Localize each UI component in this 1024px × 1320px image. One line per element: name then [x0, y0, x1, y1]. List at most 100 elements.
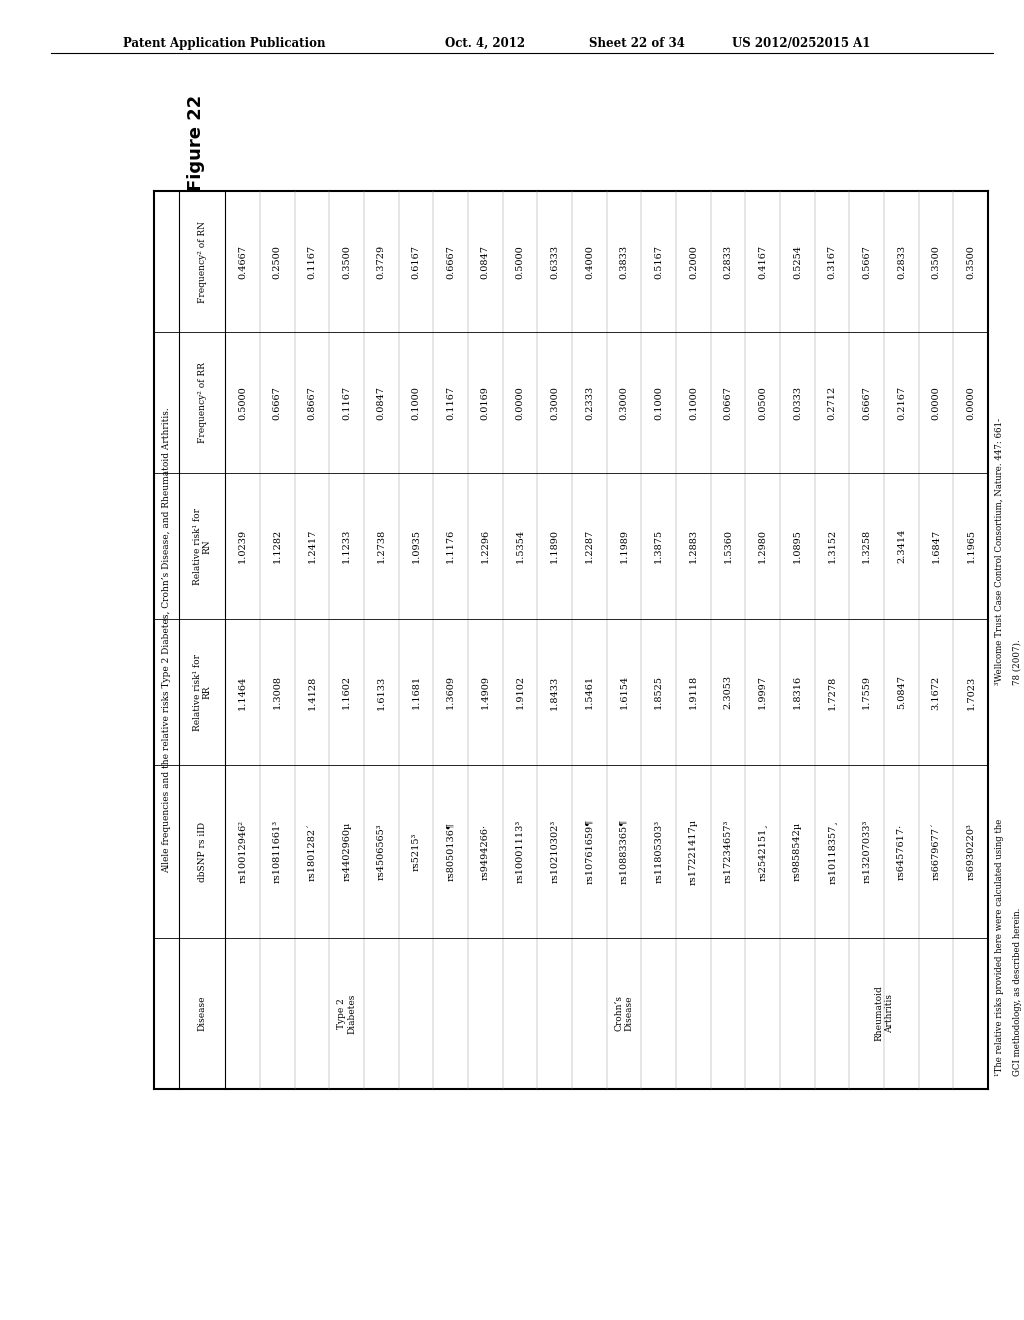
Text: rs1801282´: rs1801282´	[307, 822, 316, 880]
Text: 0.2833: 0.2833	[897, 244, 906, 279]
Text: 0.3000: 0.3000	[550, 385, 559, 420]
Text: 0.5254: 0.5254	[793, 244, 802, 279]
Text: 1.2980: 1.2980	[758, 529, 767, 564]
Text: Allele frequencies and the relative risks Type 2 Diabetes, Crohn’s Disease, and : Allele frequencies and the relative risk…	[162, 408, 171, 873]
Text: 1.1890: 1.1890	[550, 529, 559, 564]
Text: rs2542151¸: rs2542151¸	[758, 822, 767, 880]
Text: 0.2333: 0.2333	[585, 385, 594, 420]
Text: Relative risk¹ for
RN: Relative risk¹ for RN	[193, 508, 212, 585]
Text: 0.3500: 0.3500	[967, 246, 975, 279]
Text: 0.6167: 0.6167	[412, 244, 421, 279]
Text: 0.2712: 0.2712	[827, 385, 837, 420]
Text: Disease: Disease	[198, 995, 207, 1031]
Text: 0.0000: 0.0000	[967, 385, 975, 420]
Text: Type 2
Diabetes: Type 2 Diabetes	[337, 993, 356, 1034]
Text: 1.0239: 1.0239	[239, 529, 247, 564]
Text: 0.1167: 0.1167	[446, 385, 456, 420]
Text: 1.4909: 1.4909	[481, 676, 489, 709]
Text: 1.8316: 1.8316	[793, 676, 802, 709]
Text: Oct. 4, 2012: Oct. 4, 2012	[445, 37, 525, 50]
Text: 1.2883: 1.2883	[689, 529, 698, 564]
Text: 1.3008: 1.3008	[272, 676, 282, 709]
Text: 0.8667: 0.8667	[307, 385, 316, 420]
Text: rs5215³: rs5215³	[412, 833, 421, 871]
Text: 0.4167: 0.4167	[758, 244, 767, 279]
Text: rs10210302³: rs10210302³	[550, 820, 559, 883]
Text: 0.4667: 0.4667	[239, 244, 247, 279]
Text: rs17221417µ: rs17221417µ	[689, 818, 698, 884]
Text: rs4506565³: rs4506565³	[377, 824, 386, 880]
Text: 0.1000: 0.1000	[412, 385, 421, 420]
Text: 0.0333: 0.0333	[793, 385, 802, 420]
Text: 1.5461: 1.5461	[585, 676, 594, 709]
Text: 0.5667: 0.5667	[862, 246, 871, 279]
Text: rs10012946²: rs10012946²	[239, 820, 247, 883]
Text: Patent Application Publication: Patent Application Publication	[123, 37, 326, 50]
Text: 1.0935: 1.0935	[412, 529, 421, 564]
Text: 2.3414: 2.3414	[897, 529, 906, 564]
Text: 0.3500: 0.3500	[342, 246, 351, 279]
Text: 2.3053: 2.3053	[724, 676, 732, 709]
Text: Figure 22: Figure 22	[186, 95, 205, 191]
Text: GCI methodology, as described herein.: GCI methodology, as described herein.	[1013, 907, 1022, 1076]
Text: Crohn’s
Disease: Crohn’s Disease	[614, 995, 634, 1031]
Text: Relative risk¹ for
RR: Relative risk¹ for RR	[193, 653, 212, 731]
Text: rs10001113³: rs10001113³	[515, 820, 524, 883]
Text: rs10761659¶: rs10761659¶	[585, 818, 594, 884]
Text: 1.3152: 1.3152	[827, 529, 837, 564]
Text: 0.3167: 0.3167	[827, 244, 837, 279]
Text: 1.8433: 1.8433	[550, 676, 559, 710]
Text: ³Wellcome Trust Case Control Consortium, Nature. 447: 661-: ³Wellcome Trust Case Control Consortium,…	[994, 418, 1004, 685]
Text: 0.5167: 0.5167	[654, 244, 664, 279]
Text: 1.6154: 1.6154	[620, 676, 629, 709]
Text: 1.4128: 1.4128	[307, 676, 316, 710]
Text: 0.6667: 0.6667	[862, 385, 871, 420]
Text: rs6930220³: rs6930220³	[967, 824, 975, 880]
Text: 0.1000: 0.1000	[689, 385, 698, 420]
Text: 1.3258: 1.3258	[862, 529, 871, 564]
Text: 1.2738: 1.2738	[377, 529, 386, 564]
Text: 0.6667: 0.6667	[446, 246, 456, 279]
Text: rs10118357¸: rs10118357¸	[827, 820, 837, 883]
Text: 5.0847: 5.0847	[897, 676, 906, 709]
Text: 1.2296: 1.2296	[481, 529, 489, 564]
Text: 1.8525: 1.8525	[654, 676, 664, 709]
Text: 1.9997: 1.9997	[758, 676, 767, 709]
Text: 1.6133: 1.6133	[377, 676, 386, 710]
Text: 1.9118: 1.9118	[689, 676, 698, 709]
Text: 1.7559: 1.7559	[862, 676, 871, 709]
Text: rs6679677´: rs6679677´	[932, 822, 941, 880]
Text: 0.3500: 0.3500	[932, 246, 941, 279]
Text: 78 (2007).: 78 (2007).	[1013, 639, 1022, 685]
Text: rs10883365¶: rs10883365¶	[620, 818, 629, 884]
Text: 1.0895: 1.0895	[793, 529, 802, 564]
Text: 1.1176: 1.1176	[446, 529, 456, 564]
Text: 0.0847: 0.0847	[377, 385, 386, 420]
Text: rs9858542µ: rs9858542µ	[793, 822, 802, 882]
Text: 0.2833: 0.2833	[724, 244, 732, 279]
Text: rs4402960µ: rs4402960µ	[342, 822, 351, 882]
Text: 1.3609: 1.3609	[446, 676, 456, 709]
Text: 0.4000: 0.4000	[585, 246, 594, 279]
Text: 1.1282: 1.1282	[272, 529, 282, 564]
Text: 1.9102: 1.9102	[515, 676, 524, 709]
Text: 0.5000: 0.5000	[515, 246, 524, 279]
Text: 0.2167: 0.2167	[897, 385, 906, 420]
Text: 1.1233: 1.1233	[342, 529, 351, 564]
Text: 0.5000: 0.5000	[239, 385, 247, 420]
Text: rs13207033³: rs13207033³	[862, 820, 871, 883]
Text: 0.3000: 0.3000	[620, 385, 629, 420]
Text: 1.7023: 1.7023	[967, 676, 975, 710]
Text: 1.2417: 1.2417	[307, 529, 316, 564]
Text: 0.2000: 0.2000	[689, 246, 698, 279]
Text: 1.2287: 1.2287	[585, 529, 594, 564]
Text: 0.2500: 0.2500	[272, 246, 282, 279]
Text: 1.1989: 1.1989	[620, 529, 629, 564]
Text: 0.6667: 0.6667	[272, 385, 282, 420]
Text: 1.1464: 1.1464	[239, 676, 247, 710]
Text: 1.5360: 1.5360	[724, 529, 732, 564]
Text: 1.5354: 1.5354	[515, 529, 524, 564]
Text: 1.7278: 1.7278	[827, 676, 837, 710]
Text: 1.1965: 1.1965	[967, 529, 975, 564]
Text: rs6457617·: rs6457617·	[897, 824, 906, 879]
